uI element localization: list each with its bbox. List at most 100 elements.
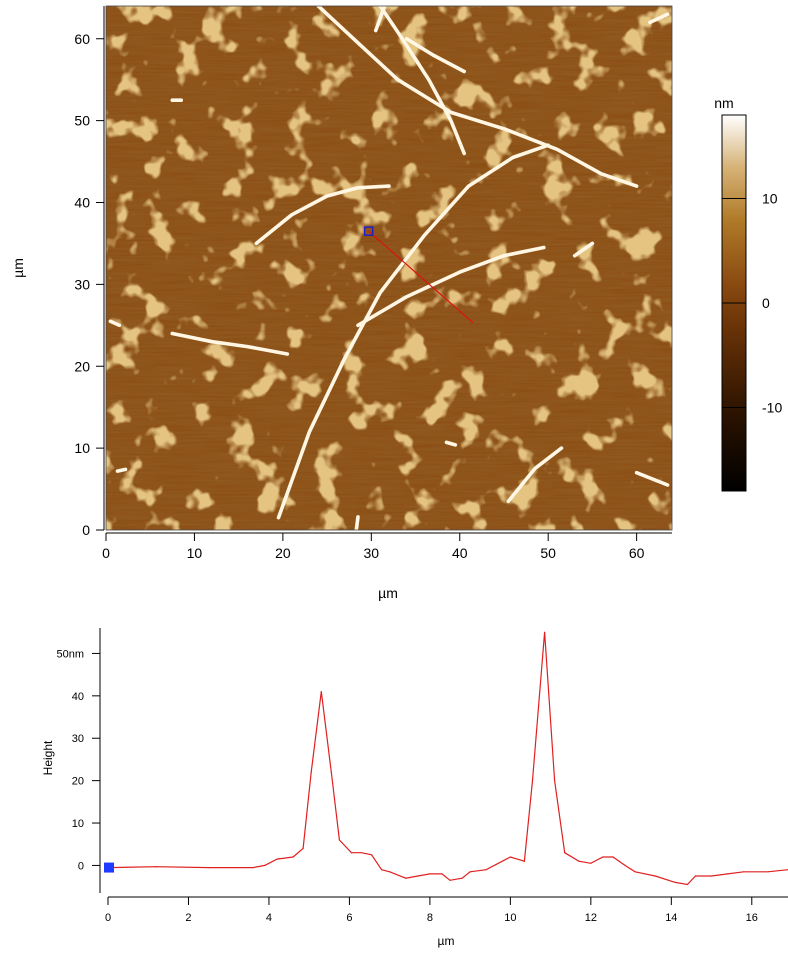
profile-point — [674, 881, 676, 884]
profile-point — [578, 860, 580, 862]
profile-point — [694, 875, 697, 877]
profile-y-tick-label: 50nm — [56, 648, 84, 660]
image-x-tick-label: 50 — [540, 545, 556, 561]
profile-x-tick-label: 12 — [585, 912, 597, 924]
fiber-layer — [108, 6, 670, 530]
profile-point — [654, 875, 656, 877]
profile-x-tick-label: 4 — [266, 912, 272, 924]
profile-point — [449, 879, 451, 881]
profile-point — [338, 839, 340, 841]
profile-point — [612, 856, 614, 858]
profile-point — [252, 867, 254, 869]
fiber-5 — [378, 6, 467, 156]
image-y-tick-label: 10 — [74, 440, 90, 456]
profile-point — [686, 883, 689, 886]
image-x-tick-label: 30 — [364, 545, 380, 561]
colorbar-ticks: 10 0 -10 — [722, 191, 782, 415]
image-x-ticks: 0 10 20 30 40 50 60 — [102, 533, 645, 561]
profile-x-tick-label: 2 — [185, 912, 191, 924]
profile-y-tick-label: 30 — [72, 733, 84, 745]
profile-y-tick-label: 10 — [72, 818, 84, 830]
image-y-tick-label: 60 — [74, 31, 90, 47]
fiber-11 — [572, 241, 595, 258]
profile-point — [469, 871, 471, 873]
profile-point — [727, 873, 729, 875]
colorbar-tick-label: 10 — [762, 191, 778, 207]
profile-point — [485, 869, 487, 871]
profile-y-ticks: 0 10 20 30 40 50nm — [56, 648, 100, 872]
image-x-tick-label: 60 — [629, 545, 645, 561]
profile-series-points — [107, 631, 788, 886]
profile-point — [292, 856, 294, 858]
fiber-4 — [316, 6, 639, 188]
afm-image — [105, 5, 673, 531]
fiber-7 — [373, 6, 387, 33]
profile-point — [743, 871, 745, 873]
profile-point — [767, 871, 769, 873]
colorbar-tick-label: 0 — [762, 295, 770, 311]
profile-point — [544, 631, 546, 633]
profile-axes — [99, 628, 788, 898]
fiber-9 — [506, 446, 564, 504]
profile-point — [554, 780, 556, 782]
profile-plot: 0 2 4 6 8 10 12 14 16 0 10 20 30 40 50nm µm Height — [41, 628, 788, 948]
profile-line — [368, 230, 474, 324]
profile-x-tick-label: 14 — [665, 912, 677, 924]
profile-point — [360, 852, 363, 854]
profile-point — [590, 862, 592, 864]
profile-point — [602, 856, 604, 858]
colorbar: nm 10 0 -10 — [714, 95, 782, 492]
image-x-tick-label: 40 — [452, 545, 468, 561]
image-y-axis-label: µm — [10, 258, 26, 278]
profile-y-tick-label: 0 — [78, 860, 84, 872]
profile-point — [624, 864, 626, 867]
profile-x-axis-label: µm — [438, 934, 455, 948]
image-y-ticks: 0 10 20 30 40 50 60 — [74, 31, 104, 538]
profile-point — [531, 780, 534, 782]
profile-y-tick-label: 20 — [72, 776, 84, 788]
profile-point — [330, 771, 332, 773]
profile-point — [429, 873, 431, 875]
profile-point — [461, 877, 463, 879]
fiber-6 — [404, 36, 467, 74]
image-axes — [103, 6, 672, 534]
fiber-1 — [276, 143, 551, 520]
colorbar-unit: nm — [714, 95, 733, 111]
profile-y-axis-label: Height — [41, 740, 55, 775]
image-x-axis-label: µm — [378, 585, 398, 601]
image-x-tick-label: 10 — [187, 545, 203, 561]
profile-cursor[interactable] — [363, 226, 374, 236]
image-y-tick-label: 20 — [74, 358, 90, 374]
profile-point — [441, 873, 443, 875]
fiber-16 — [444, 440, 458, 447]
image-x-tick-label: 0 — [102, 545, 110, 561]
profile-point — [208, 867, 210, 869]
profile-point — [302, 847, 304, 850]
profile-point — [264, 864, 266, 867]
image-x-tick-label: 20 — [275, 545, 291, 561]
profile-point — [523, 860, 526, 862]
profile-point — [371, 854, 373, 856]
profile-x-tick-label: 0 — [105, 912, 111, 924]
profile-point — [405, 877, 407, 879]
profile-series-line — [107, 632, 788, 886]
profile-start-marker[interactable] — [104, 862, 114, 873]
fiber-2 — [356, 245, 546, 328]
profile-point — [276, 858, 278, 860]
profile-point — [389, 871, 391, 873]
fiber-15 — [115, 467, 128, 473]
profile-x-tick-label: 6 — [346, 912, 352, 924]
profile-point — [320, 691, 322, 693]
profile-x-tick-label: 10 — [504, 912, 516, 924]
fiber-10 — [634, 470, 670, 487]
profile-point — [155, 866, 157, 868]
fiber-13 — [648, 12, 670, 25]
profile-point — [509, 856, 511, 858]
profile-point — [310, 771, 312, 773]
image-y-tick-label: 30 — [74, 276, 90, 292]
fiber-3 — [254, 184, 391, 246]
profile-y-tick-label: 40 — [72, 691, 84, 703]
profile-point — [350, 852, 352, 854]
profile-x-ticks: 0 2 4 6 8 10 12 14 16 — [105, 897, 758, 924]
